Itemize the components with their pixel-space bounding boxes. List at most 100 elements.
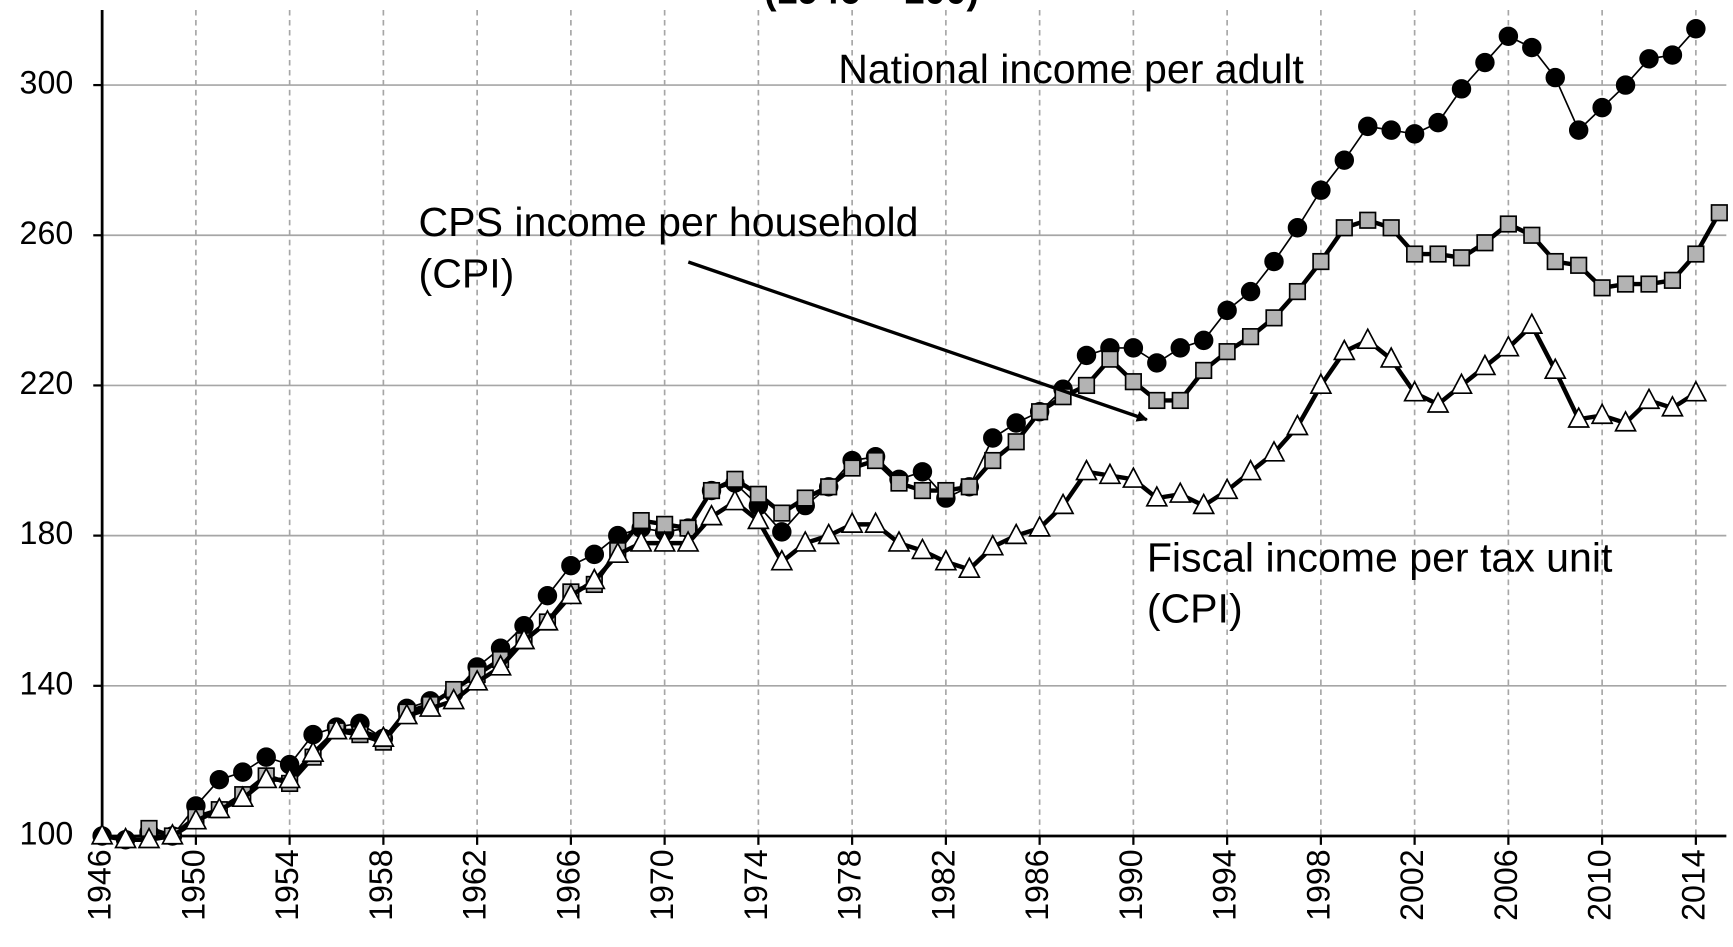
annotation: Fiscal income per tax unit xyxy=(1147,534,1613,580)
annotation: CPS income per household xyxy=(419,199,919,245)
point xyxy=(1335,219,1353,237)
point xyxy=(1148,391,1166,410)
series-line xyxy=(101,321,1698,842)
x-tick-label: 1970 xyxy=(644,849,680,921)
point xyxy=(1473,353,1497,376)
point xyxy=(1124,373,1142,391)
point xyxy=(1193,330,1214,351)
x-tick-label: 2002 xyxy=(1394,849,1430,921)
point xyxy=(1520,312,1544,334)
point xyxy=(1195,361,1213,380)
point xyxy=(1171,391,1189,410)
annotation-arrow xyxy=(687,260,1148,422)
point xyxy=(325,717,348,740)
point xyxy=(820,478,838,496)
point xyxy=(537,585,558,606)
point xyxy=(1098,462,1122,485)
point xyxy=(207,796,231,819)
point xyxy=(301,740,325,762)
point xyxy=(1543,357,1567,380)
point xyxy=(1661,395,1684,417)
point xyxy=(90,823,114,845)
point xyxy=(209,769,230,790)
point xyxy=(981,534,1005,556)
x-tick-label: 2010 xyxy=(1582,849,1618,921)
point xyxy=(937,481,955,500)
point xyxy=(1262,440,1286,462)
point xyxy=(1356,327,1380,349)
point xyxy=(1122,466,1145,488)
point xyxy=(512,627,536,650)
point xyxy=(1382,219,1400,237)
point xyxy=(1546,252,1564,271)
x-tick-label: 1978 xyxy=(832,849,868,921)
y-tick-label: 300 xyxy=(20,65,74,101)
point xyxy=(629,530,653,552)
series-line xyxy=(102,28,1697,841)
point xyxy=(1241,328,1260,346)
point xyxy=(1123,338,1144,358)
point xyxy=(983,428,1003,448)
point xyxy=(489,654,512,676)
point xyxy=(1359,211,1377,229)
x-tick-label: 2014 xyxy=(1675,849,1711,921)
point xyxy=(1616,275,1635,293)
point xyxy=(536,609,559,631)
point xyxy=(559,582,583,605)
point xyxy=(442,687,466,710)
point xyxy=(1523,226,1541,244)
point xyxy=(278,766,302,789)
point xyxy=(137,826,161,849)
point xyxy=(1710,204,1728,222)
point xyxy=(1522,37,1542,58)
point xyxy=(890,474,908,492)
y-tick-label: 140 xyxy=(20,665,74,701)
y-tick-label: 220 xyxy=(20,365,74,401)
point xyxy=(912,462,933,482)
x-tick-label: 1962 xyxy=(457,849,493,921)
point xyxy=(796,489,814,507)
point xyxy=(1593,279,1611,297)
x-tick-label: 1994 xyxy=(1207,849,1243,921)
point xyxy=(1662,45,1683,65)
point xyxy=(1028,515,1052,537)
point xyxy=(700,503,723,526)
point xyxy=(1684,380,1708,402)
point xyxy=(1404,124,1425,144)
x-tick-label: 1986 xyxy=(1019,849,1055,921)
point xyxy=(256,747,276,767)
point xyxy=(957,556,981,579)
point xyxy=(770,549,794,571)
point xyxy=(793,530,817,552)
point xyxy=(864,511,887,533)
point xyxy=(1145,485,1169,507)
point xyxy=(1451,79,1472,99)
point xyxy=(913,481,932,500)
point xyxy=(1614,410,1637,432)
point xyxy=(911,537,934,560)
point xyxy=(254,766,278,789)
y-tick-label: 180 xyxy=(20,515,74,551)
point xyxy=(1592,97,1612,118)
point xyxy=(395,702,419,725)
point xyxy=(653,530,677,552)
x-tick-label: 2006 xyxy=(1488,849,1524,921)
point xyxy=(561,555,581,576)
point xyxy=(1192,492,1216,515)
point xyxy=(1615,75,1636,95)
point xyxy=(1334,150,1355,170)
x-tick-label: 1950 xyxy=(175,849,211,921)
x-tick-label: 1946 xyxy=(82,849,118,921)
point xyxy=(1452,249,1471,267)
y-tick-label: 100 xyxy=(20,815,74,851)
point xyxy=(1497,335,1520,357)
point xyxy=(840,511,864,533)
point xyxy=(1568,120,1589,140)
point xyxy=(632,511,650,530)
point xyxy=(1403,380,1426,402)
x-tick-label: 1998 xyxy=(1300,849,1336,921)
point xyxy=(1640,275,1658,293)
point xyxy=(984,451,1002,470)
point xyxy=(676,530,700,552)
point xyxy=(372,725,395,747)
